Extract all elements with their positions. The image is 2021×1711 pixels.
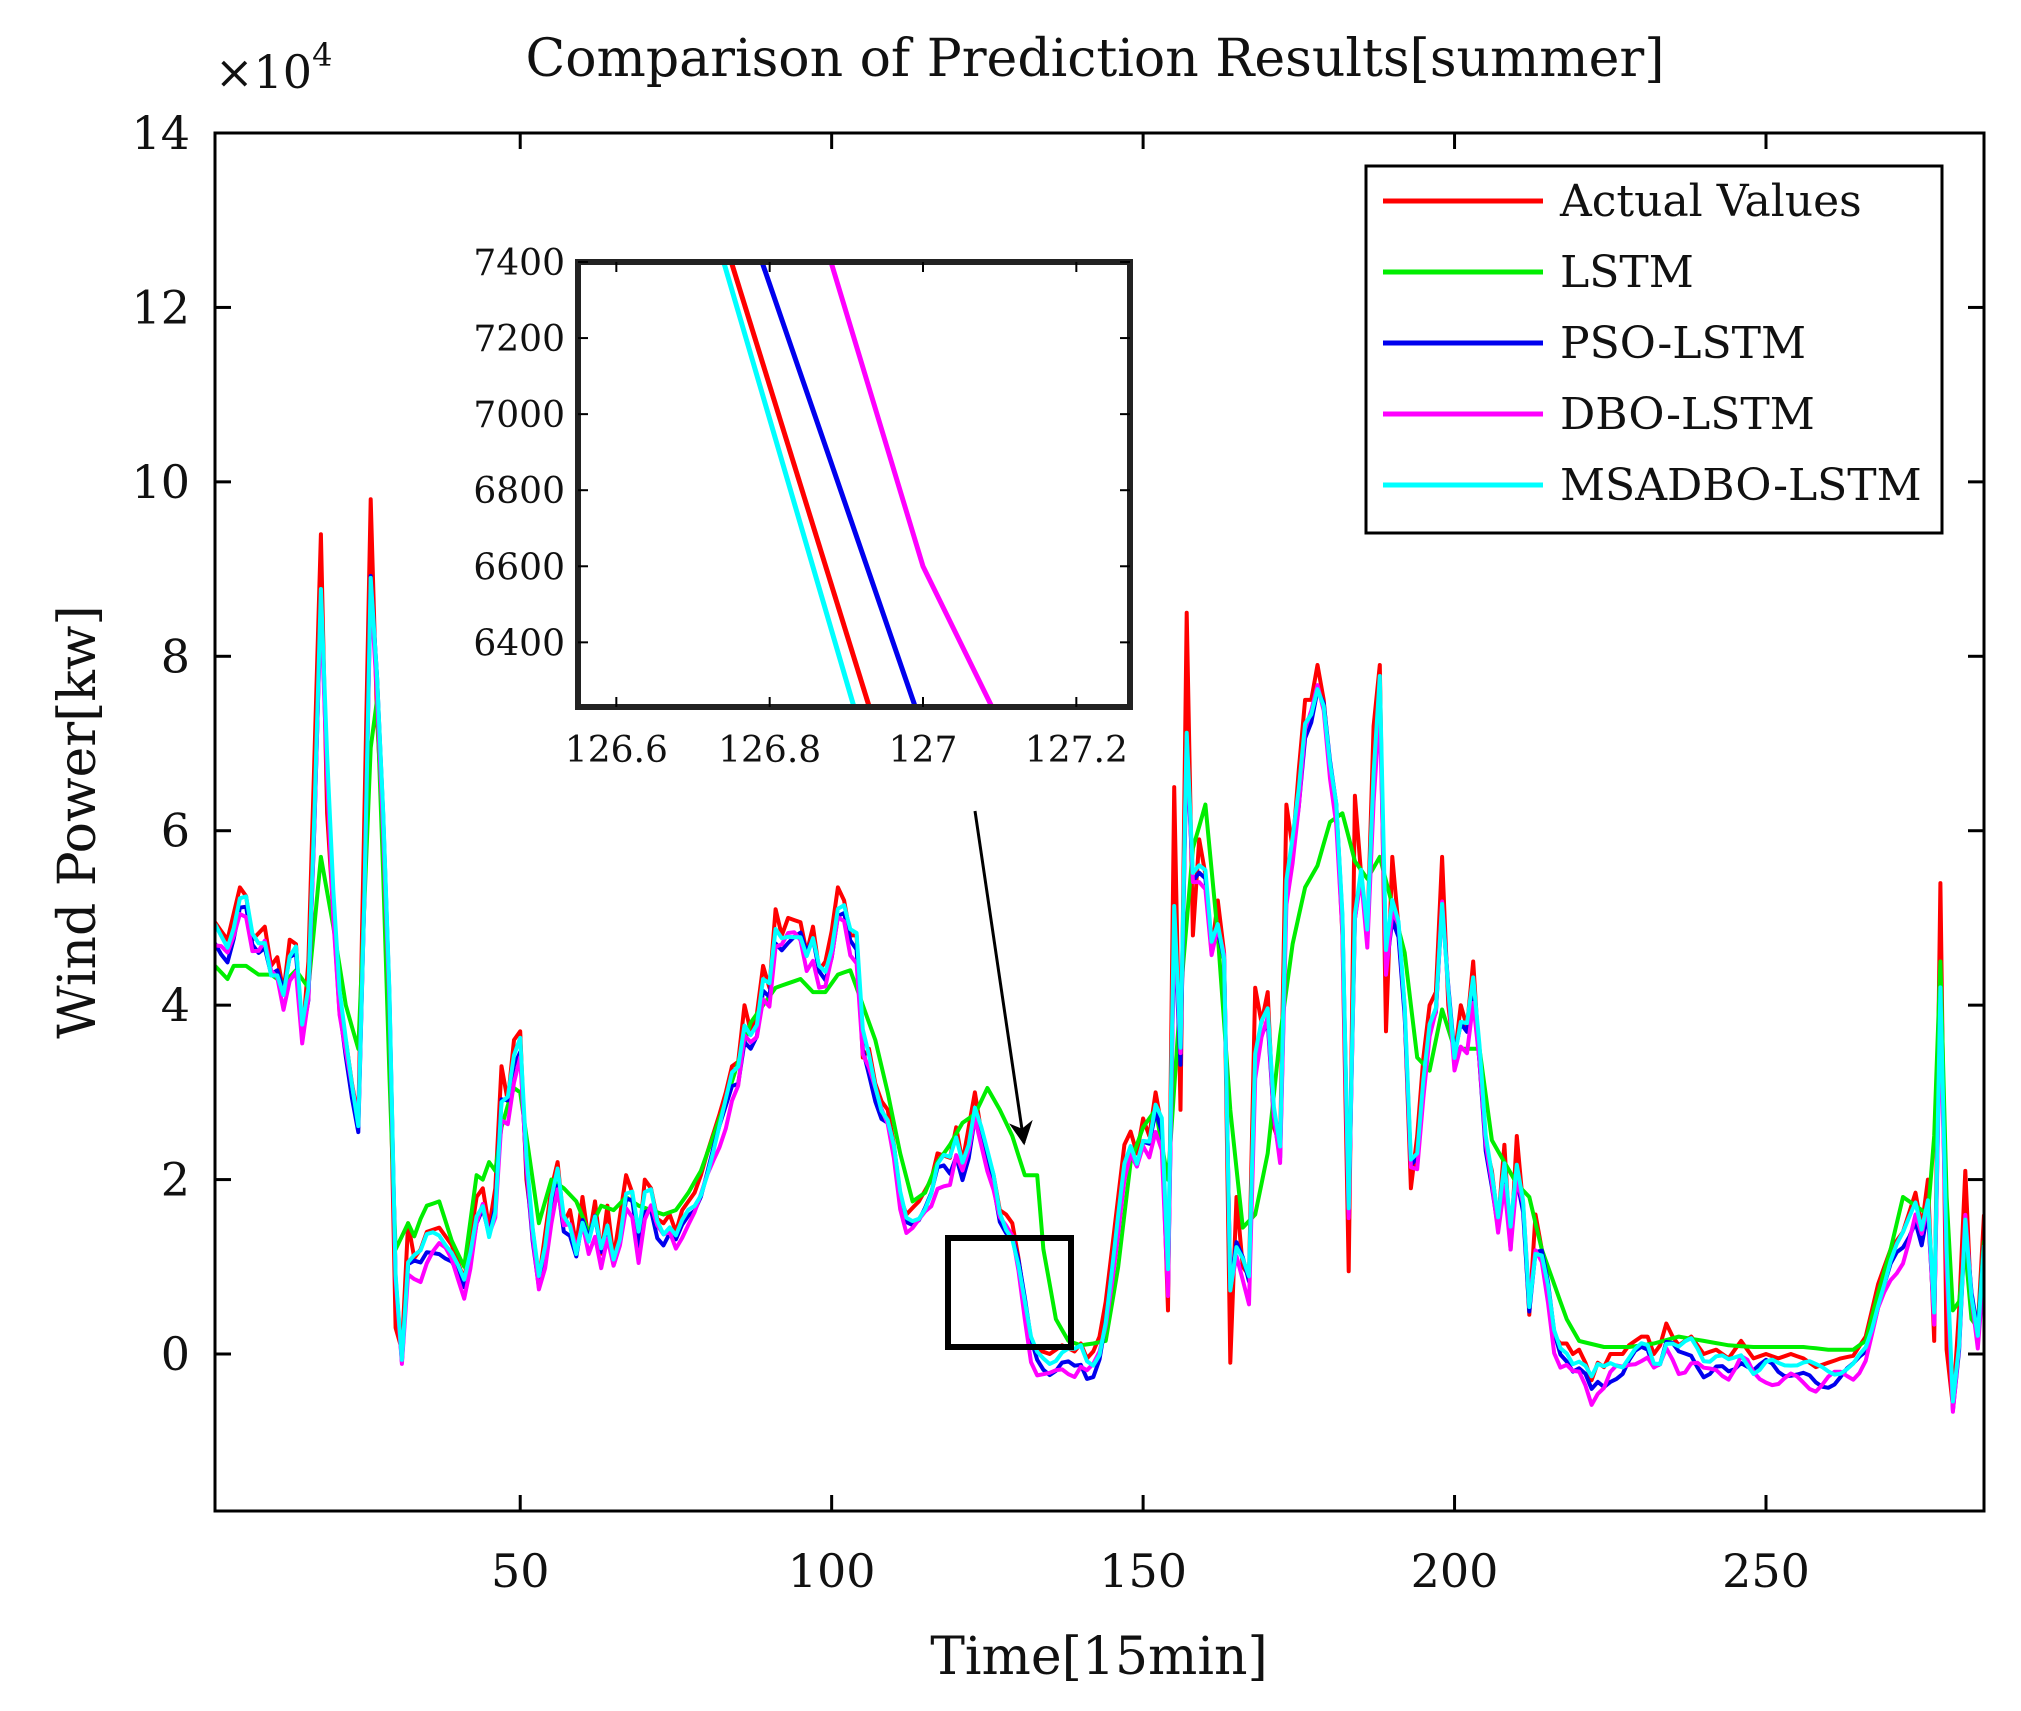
y-tick-label: 6 bbox=[161, 804, 190, 858]
x-tick-label: 150 bbox=[1099, 1544, 1187, 1598]
zoom-inset: 126.6 126.8 127 127.2 6400 6600 6800 7000 7200 74… bbox=[473, 243, 1133, 771]
inset-y-tick-label: 6400 bbox=[473, 623, 565, 664]
inset-line-dbo-lstm bbox=[828, 262, 995, 707]
y-tick-label: 4 bbox=[161, 978, 190, 1032]
legend-label-msadbo-lstm: MSADBO-LSTM bbox=[1560, 460, 1922, 511]
y-tick-label: 10 bbox=[131, 455, 190, 509]
inset-axis-ticks: 126.6 126.8 127 127.2 6400 6600 6800 7000 7200 74… bbox=[473, 243, 1130, 771]
y-multiplier: ×104 bbox=[215, 36, 332, 99]
x-tick-label: 100 bbox=[788, 1544, 876, 1598]
series-line-dbo-lstm bbox=[215, 586, 1984, 1414]
inset-series-group bbox=[721, 262, 995, 707]
inset-line-pso-lstm bbox=[759, 262, 918, 707]
inset-x-tick-label: 127 bbox=[889, 730, 958, 771]
inset-y-tick-label: 7000 bbox=[473, 395, 565, 436]
series-line-lstm bbox=[215, 697, 1984, 1352]
legend-label-lstm: LSTM bbox=[1560, 247, 1694, 298]
y-tick-label: 2 bbox=[161, 1153, 190, 1207]
y-tick-label: 14 bbox=[131, 106, 190, 160]
inset-y-tick-label: 7200 bbox=[473, 319, 565, 360]
chart-title: Comparison of Prediction Results[summer] bbox=[525, 29, 1664, 89]
inset-x-tick-label: 127.2 bbox=[1025, 730, 1128, 771]
inset-y-tick-label: 7400 bbox=[473, 243, 565, 284]
main-axis-ticks: 50 100 150 200 250 0 2 4 6 8 10 12 14 bbox=[131, 106, 1984, 1598]
main-series-group bbox=[215, 497, 1984, 1414]
main-plot-frame bbox=[213, 131, 1986, 1513]
zoom-region-box bbox=[945, 1235, 1074, 1350]
x-tick-label: 200 bbox=[1411, 1544, 1499, 1598]
inset-x-tick-label: 126.6 bbox=[565, 730, 668, 771]
legend-label-actual-values: Actual Values bbox=[1559, 176, 1862, 227]
inset-x-tick-label: 126.8 bbox=[718, 730, 821, 771]
legend-label-pso-lstm: PSO-LSTM bbox=[1560, 318, 1806, 369]
y-multiplier-base: ×10 bbox=[215, 45, 312, 99]
legend-label-dbo-lstm: DBO-LSTM bbox=[1560, 389, 1815, 440]
inset-line-msadbo-lstm bbox=[721, 262, 857, 707]
inset-frame bbox=[575, 259, 1133, 710]
inset-y-tick-label: 6800 bbox=[473, 471, 565, 512]
y-tick-label: 0 bbox=[161, 1327, 190, 1381]
inset-y-tick-label: 6600 bbox=[473, 547, 565, 588]
inset-background bbox=[578, 262, 1130, 707]
y-multiplier-exponent: 4 bbox=[312, 36, 332, 74]
x-tick-label: 250 bbox=[1722, 1544, 1810, 1598]
x-tick-label: 50 bbox=[491, 1544, 550, 1598]
legend-items: Actual Values LSTM PSO-LSTM DBO-LSTM MSADBO-… bbox=[1383, 176, 1922, 511]
legend-box bbox=[1364, 164, 1944, 535]
x-axis-label: Time[15min] bbox=[930, 1627, 1268, 1687]
zoom-arrow bbox=[973, 810, 1033, 1146]
y-axis-label: Wind Power[kw] bbox=[48, 605, 108, 1038]
y-tick-label: 12 bbox=[131, 280, 190, 334]
legend: Actual Values LSTM PSO-LSTM DBO-LSTM MSADBO-… bbox=[1364, 164, 1944, 535]
series-line-msadbo-lstm bbox=[215, 575, 1984, 1404]
y-tick-label: 8 bbox=[161, 629, 190, 683]
inset-line-actual-values bbox=[728, 262, 872, 707]
